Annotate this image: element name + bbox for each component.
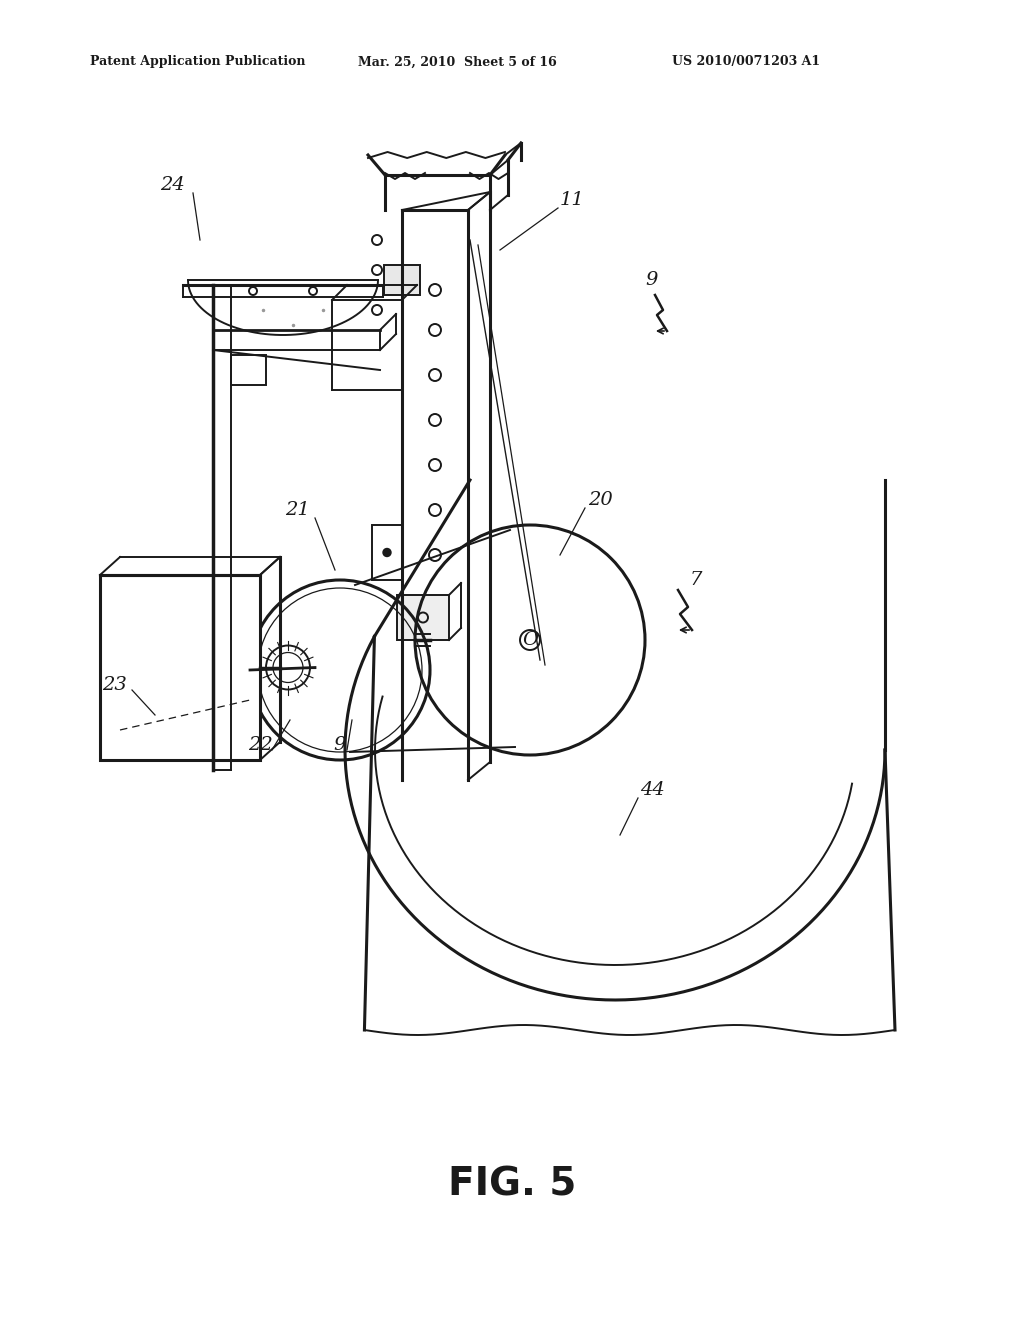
FancyBboxPatch shape	[397, 595, 449, 640]
Text: 23: 23	[102, 676, 127, 694]
Text: 44: 44	[640, 781, 665, 799]
Text: Mar. 25, 2010  Sheet 5 of 16: Mar. 25, 2010 Sheet 5 of 16	[358, 55, 557, 69]
Text: 11: 11	[560, 191, 585, 209]
Text: 21: 21	[285, 502, 309, 519]
FancyBboxPatch shape	[384, 265, 420, 294]
Text: 24: 24	[160, 176, 184, 194]
Circle shape	[383, 549, 391, 557]
Text: FIG. 5: FIG. 5	[447, 1166, 577, 1204]
Text: 9: 9	[333, 737, 345, 754]
Text: US 2010/0071203 A1: US 2010/0071203 A1	[672, 55, 820, 69]
Text: Patent Application Publication: Patent Application Publication	[90, 55, 305, 69]
Text: 9: 9	[645, 271, 657, 289]
Text: 7: 7	[690, 572, 702, 589]
Text: 22: 22	[248, 737, 272, 754]
Text: 20: 20	[588, 491, 612, 510]
FancyBboxPatch shape	[231, 355, 266, 385]
FancyBboxPatch shape	[372, 525, 402, 579]
FancyBboxPatch shape	[100, 576, 260, 760]
Text: O: O	[522, 631, 538, 649]
